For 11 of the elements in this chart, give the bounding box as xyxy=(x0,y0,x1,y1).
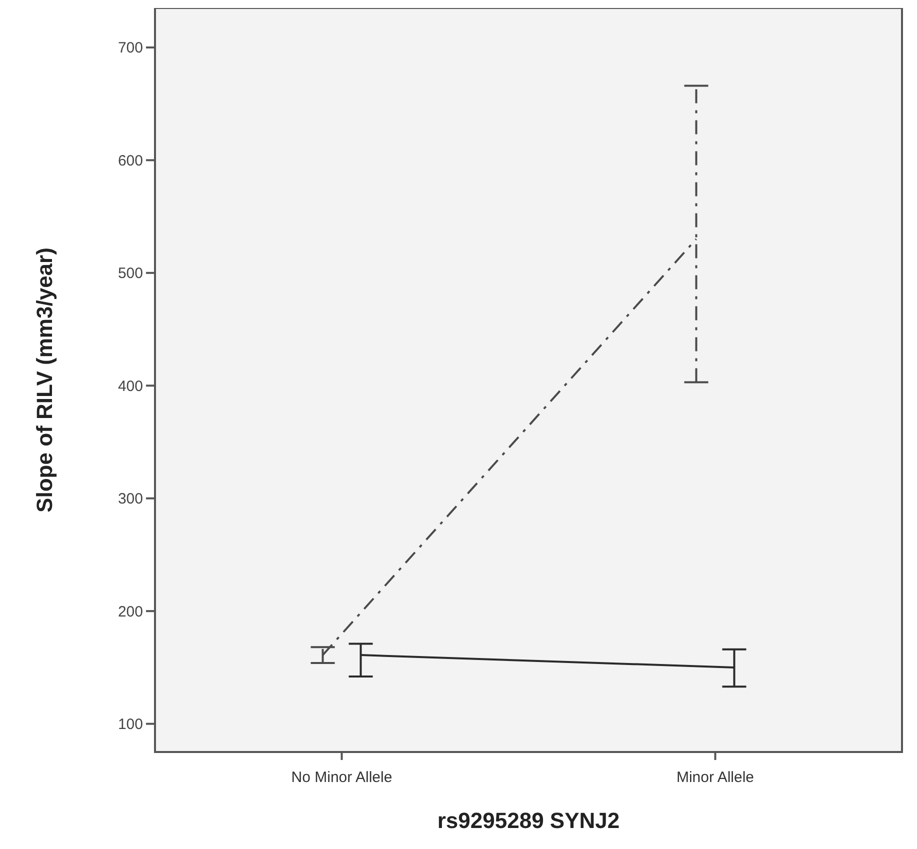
y-tick-label: 400 xyxy=(118,378,143,395)
x-axis-title: rs9295289 SYNJ2 xyxy=(437,808,620,833)
x-tick-label: No Minor Allele xyxy=(291,769,392,786)
x-tick-label: Minor Allele xyxy=(676,769,754,786)
y-tick-label: 600 xyxy=(118,152,143,170)
y-tick-label: 300 xyxy=(118,490,143,508)
y-tick-label: 100 xyxy=(118,716,143,734)
y-axis-title: Slope of RILV (mm3/year) xyxy=(32,248,57,512)
y-tick-label: 500 xyxy=(118,265,143,282)
y-tick-label: 200 xyxy=(118,603,143,620)
y-tick-label: 700 xyxy=(118,40,143,57)
